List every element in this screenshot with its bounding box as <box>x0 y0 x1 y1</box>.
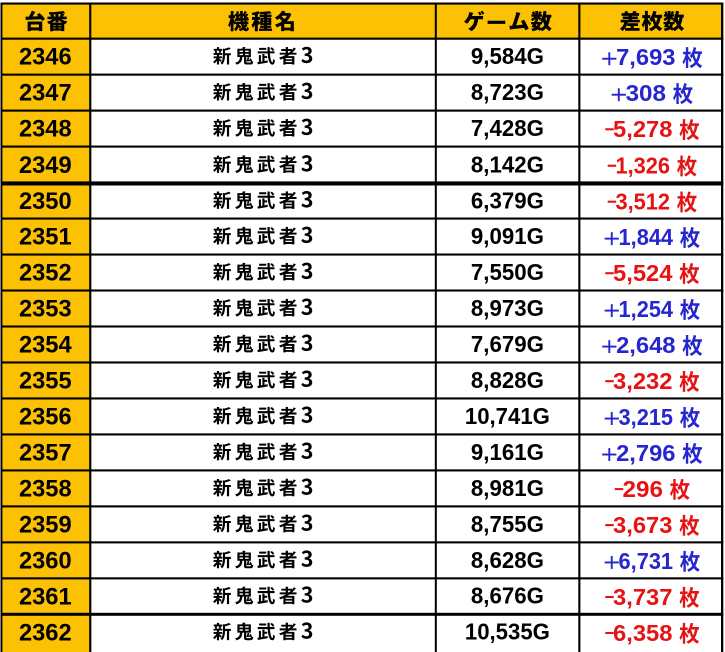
svg-text:3,232: 3,232 <box>613 368 672 394</box>
svg-text:9,161G: 9,161G <box>471 439 544 465</box>
svg-text:7,550G: 7,550G <box>471 259 544 285</box>
svg-text:296: 296 <box>623 476 663 502</box>
svg-text:308: 308 <box>626 80 666 106</box>
svg-text:2353: 2353 <box>19 297 72 323</box>
svg-text:8,755G: 8,755G <box>471 511 544 537</box>
svg-text:2360: 2360 <box>19 548 72 574</box>
svg-text:2354: 2354 <box>19 333 73 359</box>
svg-text:1,844: 1,844 <box>619 224 674 250</box>
svg-text:7,679G: 7,679G <box>471 331 544 357</box>
svg-text:2359: 2359 <box>19 512 72 538</box>
svg-text:1,326: 1,326 <box>616 153 671 179</box>
svg-text:8,142G: 8,142G <box>471 151 544 177</box>
svg-text:2347: 2347 <box>19 81 72 107</box>
svg-text:8,723G: 8,723G <box>471 79 544 105</box>
svg-text:2362: 2362 <box>19 620 72 646</box>
svg-text:2348: 2348 <box>19 117 72 143</box>
svg-text:2358: 2358 <box>19 477 72 503</box>
svg-text:3,512: 3,512 <box>616 189 671 215</box>
svg-text:10,741G: 10,741G <box>465 403 550 429</box>
svg-text:2352: 2352 <box>19 261 72 287</box>
svg-text:5,524: 5,524 <box>613 260 672 286</box>
svg-text:2,648: 2,648 <box>616 332 675 358</box>
svg-text:6,731: 6,731 <box>619 548 674 574</box>
svg-text:2,796: 2,796 <box>616 440 675 466</box>
svg-text:10,535G: 10,535G <box>465 619 550 645</box>
svg-text:2356: 2356 <box>19 405 72 431</box>
svg-text:7,693: 7,693 <box>616 44 675 70</box>
svg-text:3,673: 3,673 <box>613 512 672 538</box>
svg-text:8,981G: 8,981G <box>471 475 544 501</box>
svg-text:5,278: 5,278 <box>613 116 672 142</box>
svg-text:2357: 2357 <box>19 441 72 467</box>
svg-text:8,828G: 8,828G <box>471 367 544 393</box>
svg-text:2361: 2361 <box>19 584 72 610</box>
svg-text:9,091G: 9,091G <box>471 223 544 249</box>
svg-text:6,358: 6,358 <box>613 620 672 646</box>
svg-text:7,428G: 7,428G <box>471 115 544 141</box>
svg-text:2355: 2355 <box>19 369 72 395</box>
svg-text:1,254: 1,254 <box>619 296 674 322</box>
svg-text:2346: 2346 <box>19 45 72 71</box>
svg-text:2351: 2351 <box>19 225 72 251</box>
svg-text:3,215: 3,215 <box>619 404 674 430</box>
svg-text:9,584G: 9,584G <box>471 43 544 69</box>
svg-text:8,628G: 8,628G <box>471 547 544 573</box>
svg-text:2349: 2349 <box>19 153 72 179</box>
svg-text:8,676G: 8,676G <box>471 583 544 609</box>
svg-text:8,973G: 8,973G <box>471 295 544 321</box>
svg-text:6,379G: 6,379G <box>471 187 544 213</box>
svg-text:2350: 2350 <box>19 189 72 215</box>
svg-text:3,737: 3,737 <box>613 584 672 610</box>
